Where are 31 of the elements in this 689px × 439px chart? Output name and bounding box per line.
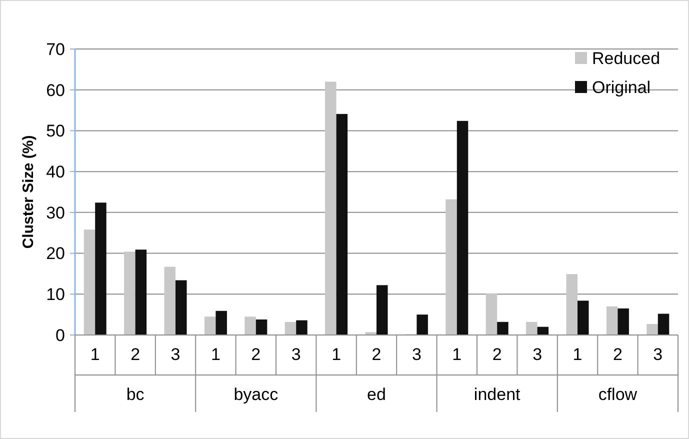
legend-label: Reduced <box>592 48 660 68</box>
x-tick-label: 1 <box>452 345 462 364</box>
text: indent <box>474 385 521 404</box>
text: ed <box>367 385 386 404</box>
y-tick-label: 30 <box>46 203 65 222</box>
text: cflow <box>598 385 638 404</box>
y-tick-label: 20 <box>46 244 65 264</box>
x-tick-label: 1 <box>572 345 582 364</box>
x-tick-label: 3 <box>412 345 422 364</box>
x-tick-label: 1 <box>90 345 100 364</box>
text: byacc <box>234 385 279 404</box>
legend-label: Original <box>592 78 651 97</box>
y-tick-label: 70 <box>46 40 65 59</box>
x-tick-label: 2 <box>130 345 140 364</box>
x-tick-label: 2 <box>251 345 261 364</box>
x-tick-label: 3 <box>291 345 301 364</box>
text: bc <box>126 385 145 404</box>
x-tick-label: 2 <box>372 345 382 364</box>
y-tick-label: 40 <box>46 162 65 182</box>
x-tick-label: 1 <box>332 345 342 364</box>
x-tick-label: 1 <box>210 345 220 364</box>
x-tick-label: 3 <box>653 345 663 364</box>
y-axis-title: Cluster Size (%) <box>20 135 37 249</box>
y-tick-label: 0 <box>56 326 65 345</box>
x-tick-label: 2 <box>612 345 622 364</box>
x-tick-label: 3 <box>532 345 542 364</box>
x-tick-label: 2 <box>492 345 502 364</box>
y-tick-label: 60 <box>46 80 65 100</box>
x-tick-label: 3 <box>170 345 180 364</box>
y-tick-label: 50 <box>46 122 65 141</box>
y-tick-label: 10 <box>46 285 65 304</box>
